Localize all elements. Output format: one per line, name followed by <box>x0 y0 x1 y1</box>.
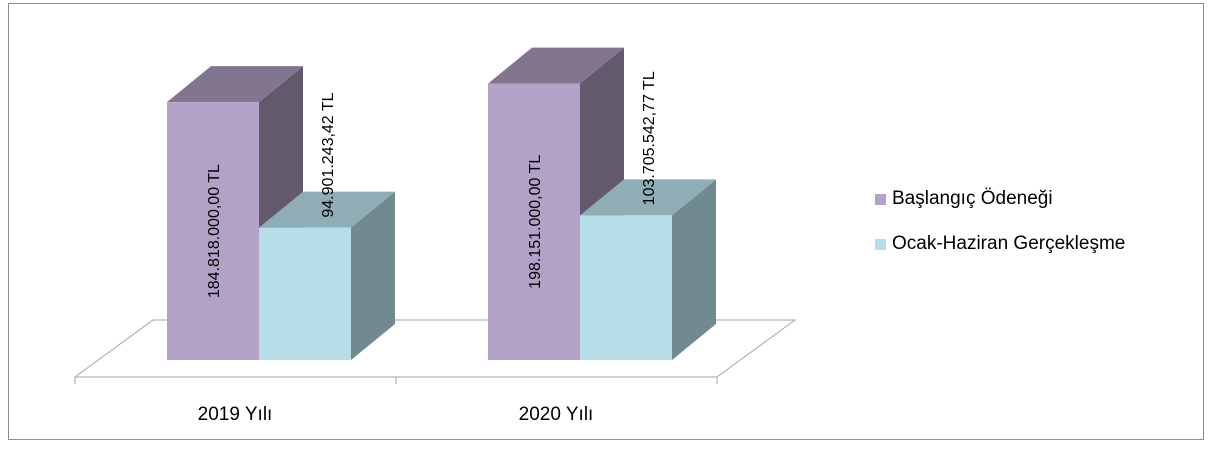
bar-front-face <box>167 102 259 360</box>
legend-label: Başlangıç Ödeneği <box>892 188 1053 209</box>
legend-swatch <box>875 193 886 205</box>
chart-bars <box>167 47 716 361</box>
legend-swatch <box>875 238 886 250</box>
data-label: 94.901.243,42 TL <box>320 92 337 217</box>
bar-front-face <box>488 83 580 361</box>
bar-side-face <box>351 191 395 360</box>
x-tick-label: 2019 Yılı <box>198 404 273 425</box>
legend-item-ocak-haziran-gerceklesme: Ocak-Haziran Gerçekleşme <box>875 231 1125 257</box>
bar-ocak-haziran-gerceklesme-0 <box>259 191 395 360</box>
x-axis: 2019 Yılı 2020 Yılı <box>74 376 718 425</box>
legend: Başlangıç Ödeneği Ocak-Haziran Gerçekleş… <box>875 186 1125 276</box>
bar-top-face <box>167 66 303 103</box>
legend-item-baslangic-odenegi: Başlangıç Ödeneği <box>875 186 1125 212</box>
data-label: 198.151.000,00 TL <box>527 155 544 289</box>
data-labels: 184.818.000,00 TL 94.901.243,42 TL 198.151… <box>206 71 658 298</box>
bar-front-face <box>580 215 672 360</box>
bar-top-face <box>259 191 395 228</box>
legend-label: Ocak-Haziran Gerçekleşme <box>892 233 1126 254</box>
bar-front-face <box>259 227 351 360</box>
data-label: 103.705.542,77 TL <box>641 71 658 205</box>
bar-side-face <box>672 179 716 360</box>
bar-top-face <box>488 47 624 84</box>
data-label: 184.818.000,00 TL <box>206 164 223 298</box>
bar-top-face <box>580 179 716 216</box>
bar-ocak-haziran-gerceklesme-1 <box>580 179 716 360</box>
x-tick-label: 2020 Yılı <box>519 404 594 425</box>
